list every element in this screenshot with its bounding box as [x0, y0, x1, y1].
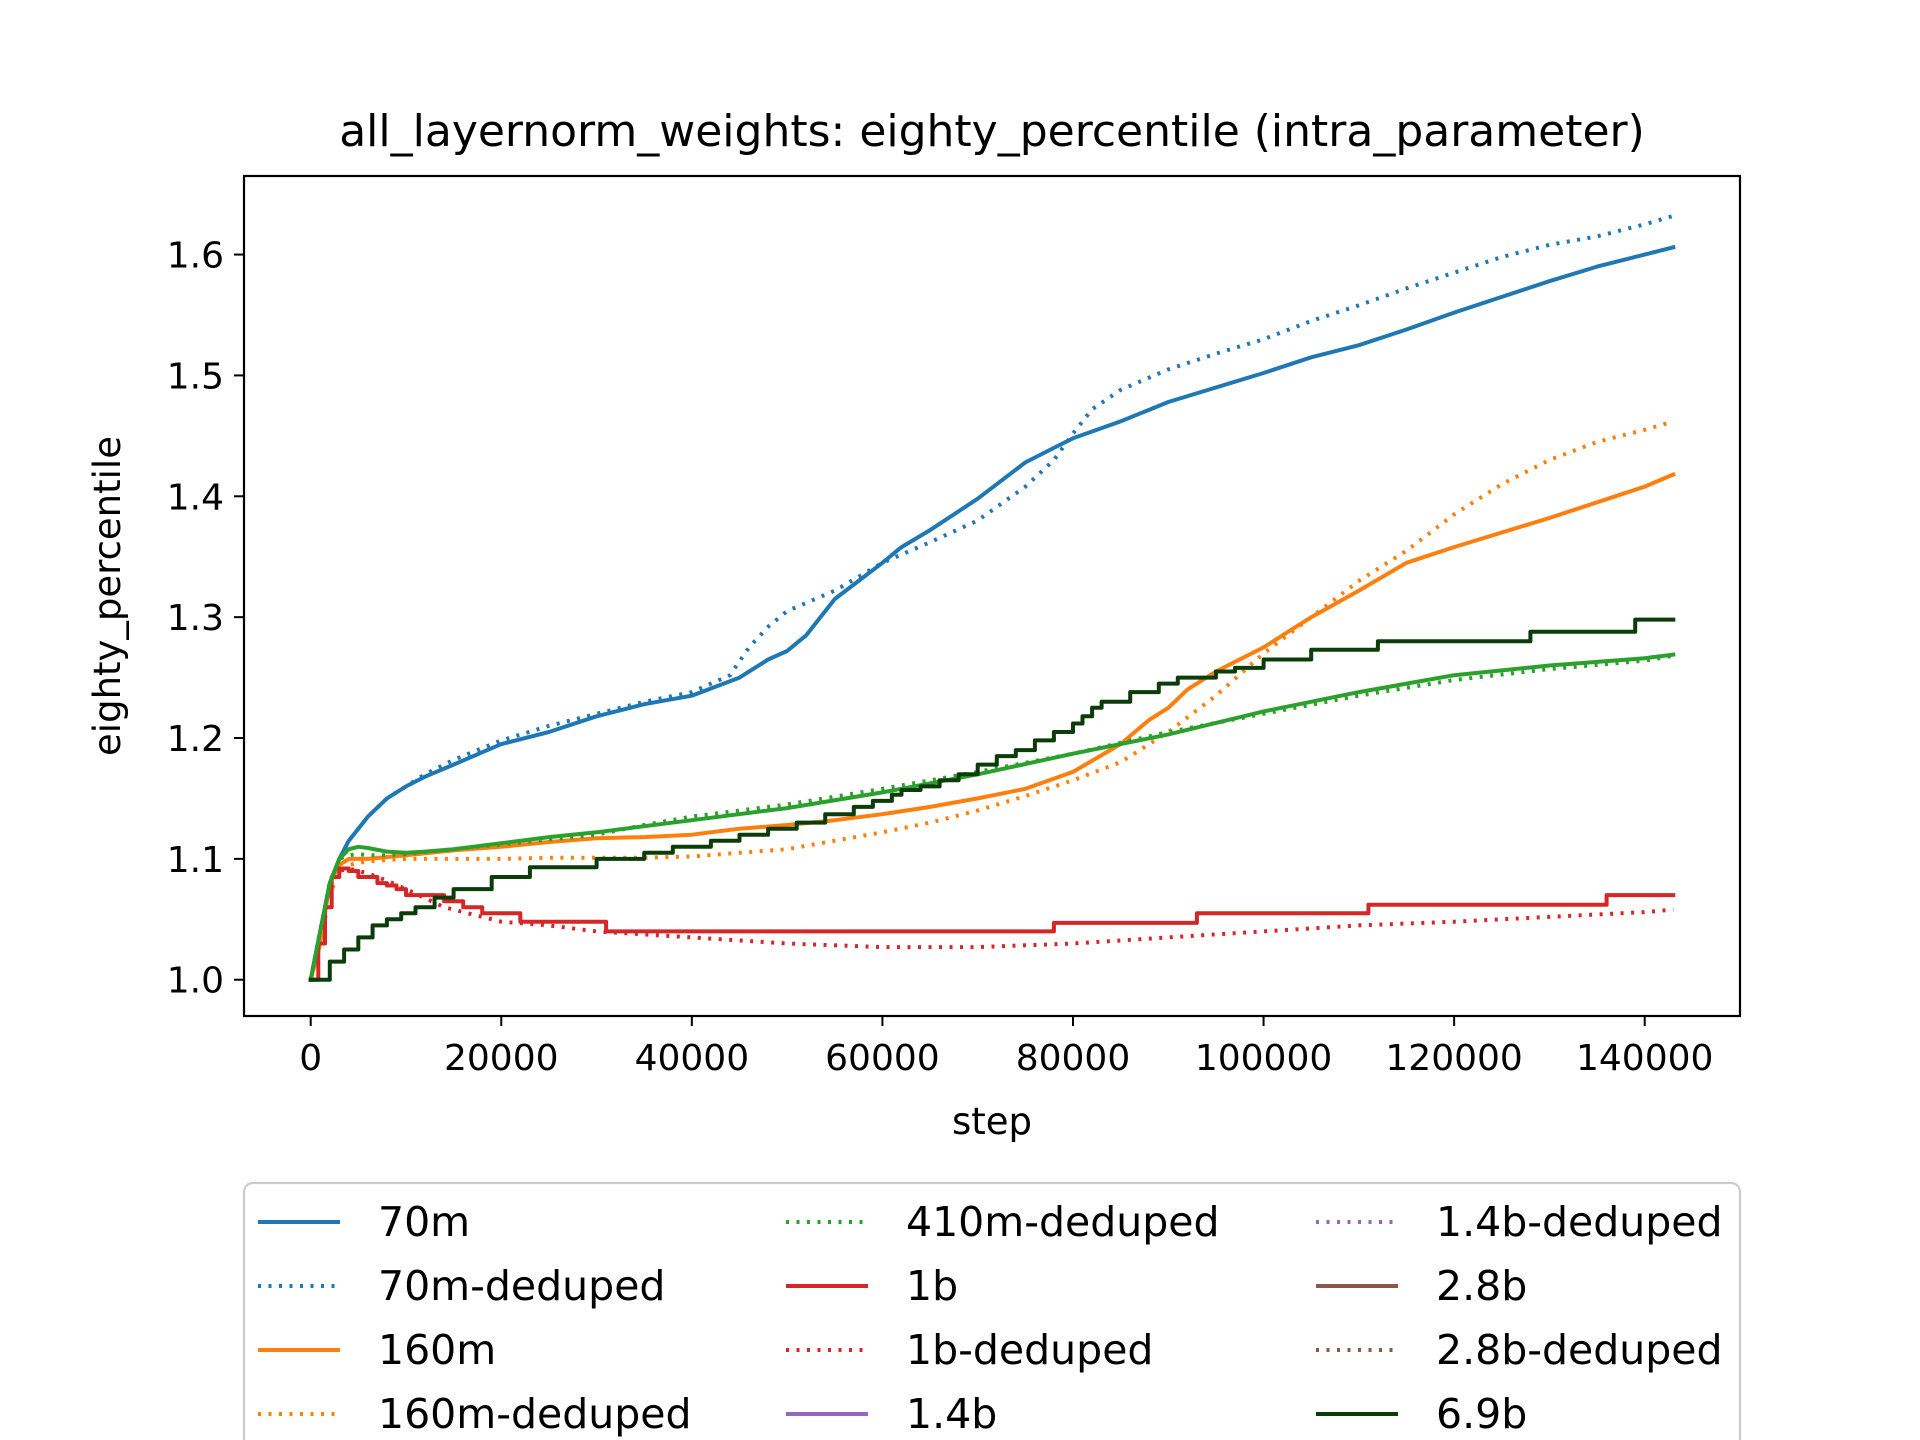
legend-label: 1.4b [906, 1390, 997, 1438]
series-line-6-9b [308, 617, 1676, 982]
y-tick-label: 1.3 [167, 598, 224, 639]
legend-label: 1.4b-deduped [1436, 1198, 1723, 1246]
legend-label: 70m-deduped [378, 1262, 665, 1310]
x-tick-label: 60000 [825, 1038, 940, 1079]
series-line-70m [308, 244, 1676, 983]
series-layer [308, 213, 1676, 983]
series-line-410m [308, 652, 1676, 983]
legend-label: 1b-deduped [906, 1326, 1153, 1374]
series-line-1b [308, 866, 1676, 982]
legend-label: 6.9b [1436, 1390, 1527, 1438]
x-axis-label: step [952, 1100, 1032, 1143]
plot-frame [242, 174, 1742, 1018]
legend-label: 70m [378, 1198, 470, 1246]
y-tick-label: 1.4 [167, 477, 224, 518]
legend: 70m 70m-deduped 160m 160m-deduped 410m-dedup… [242, 1181, 1742, 1440]
legend-label: 2.8b-deduped [1436, 1326, 1723, 1374]
chart-title: all_layernorm_weights: eighty_percentile… [339, 106, 1645, 157]
y-axis-ticks: 1.0 1.1 1.2 1.3 1.4 1.5 1.6 [167, 236, 244, 1002]
legend-label: 160m [378, 1326, 496, 1374]
series-line-160m-deduped [308, 419, 1674, 981]
y-tick-label: 1.0 [167, 961, 224, 1002]
legend-label: 2.8b [1436, 1262, 1527, 1310]
x-tick-label: 20000 [444, 1038, 559, 1079]
x-tick-label: 40000 [635, 1038, 750, 1079]
x-tick-label: 80000 [1016, 1038, 1131, 1079]
x-tick-label: 0 [299, 1038, 322, 1079]
series-line-70m-deduped [308, 213, 1674, 981]
y-tick-label: 1.2 [167, 719, 224, 760]
y-tick-label: 1.1 [167, 840, 224, 881]
y-tick-label: 1.6 [167, 236, 224, 277]
x-tick-label: 100000 [1195, 1038, 1332, 1079]
x-tick-label: 140000 [1576, 1038, 1713, 1079]
legend-frame [242, 1181, 1742, 1440]
x-axis-ticks: 0 20000 40000 60000 80000 100000 120000 140000 [299, 1016, 1713, 1079]
legend-label: 160m-deduped [378, 1390, 692, 1438]
y-axis-label: eighty_percentile [86, 436, 129, 756]
series-line-1b-deduped [308, 866, 1674, 981]
legend-label: 410m-deduped [906, 1198, 1220, 1246]
legend-label: 1b [906, 1262, 958, 1310]
x-tick-label: 120000 [1385, 1038, 1522, 1079]
y-tick-label: 1.5 [167, 356, 224, 397]
